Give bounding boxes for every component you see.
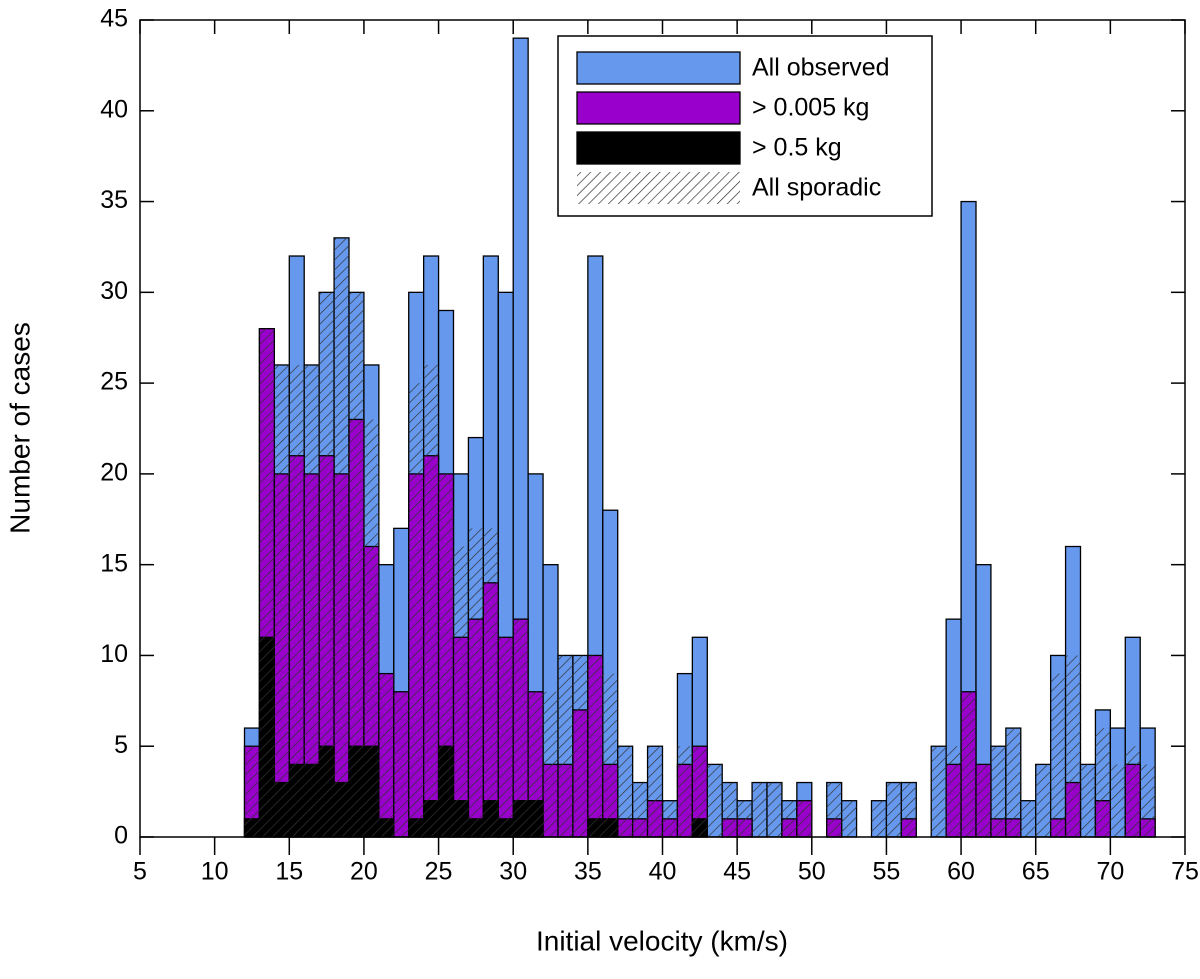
bar: [707, 764, 723, 837]
bar: [886, 782, 902, 837]
bar: [498, 637, 514, 837]
bar: [826, 782, 842, 837]
legend-swatch: [576, 91, 741, 125]
x-tick-label: 5: [133, 858, 147, 886]
bar: [1035, 764, 1051, 837]
bar: [1125, 746, 1141, 837]
bar: [781, 800, 797, 837]
x-tick-label: 60: [947, 858, 975, 886]
x-tick-label: 45: [723, 858, 751, 886]
legend-label: > 0.5 kg: [752, 134, 842, 162]
bar: [468, 528, 484, 837]
bar: [931, 746, 947, 837]
bar: [438, 473, 454, 837]
bar: [1065, 655, 1081, 837]
bar: [334, 237, 349, 837]
x-tick-label: 70: [1096, 858, 1124, 886]
bar: [722, 782, 738, 837]
bar: [244, 746, 260, 837]
x-tick-label: 20: [350, 858, 378, 886]
y-tick-label: 5: [114, 731, 128, 759]
bar: [304, 364, 320, 837]
bar: [632, 782, 648, 837]
x-tick-label: 40: [649, 858, 677, 886]
bar: [662, 800, 678, 837]
y-tick-label: 10: [100, 640, 128, 668]
bar: [752, 782, 767, 837]
bar: [363, 419, 379, 837]
x-tick-label: 75: [1171, 858, 1199, 886]
x-tick-label: 25: [425, 858, 453, 886]
bar: [871, 800, 887, 837]
bar: [767, 782, 782, 837]
bar: [602, 673, 618, 837]
bar: [483, 528, 499, 837]
bar: [1110, 764, 1126, 837]
x-tick-label: 10: [201, 858, 229, 886]
y-tick-label: 15: [100, 549, 128, 577]
y-tick-label: 0: [114, 822, 128, 850]
bar: [692, 746, 708, 837]
bar: [617, 746, 633, 837]
bar: [274, 364, 290, 837]
x-tick-label: 55: [873, 858, 901, 886]
bar: [393, 691, 409, 837]
bar: [990, 746, 1006, 837]
bar: [543, 691, 558, 837]
x-tick-label: 15: [275, 858, 303, 886]
legend-label: > 0.005 kg: [752, 94, 869, 122]
bar: [423, 364, 439, 837]
bar: [453, 546, 469, 837]
bar: [572, 655, 588, 837]
x-tick-label: 30: [499, 858, 527, 886]
bar: [528, 691, 544, 837]
legend-swatch: [576, 51, 741, 85]
bar: [1020, 800, 1036, 837]
bar: [961, 691, 976, 837]
bar: [1140, 764, 1156, 837]
bar: [677, 746, 693, 837]
bar: [901, 782, 917, 837]
legend: All observed > 0.005 kg > 0.5 kg All sporad…: [557, 35, 933, 217]
x-tick-label: 50: [798, 858, 826, 886]
y-tick-label: 20: [100, 458, 128, 486]
bar: [976, 764, 991, 837]
bar: [587, 655, 603, 837]
bar: [841, 800, 857, 837]
bar: [349, 292, 364, 837]
bar: [1050, 673, 1066, 837]
bar: [946, 746, 962, 837]
bar: [1080, 764, 1096, 837]
bar: [1005, 728, 1021, 837]
y-axis-title: Number of cases: [4, 322, 35, 534]
bar: [737, 800, 753, 837]
bar: [647, 746, 663, 837]
x-tick-label: 35: [574, 858, 602, 886]
bar: [378, 673, 394, 837]
bar: [558, 655, 573, 837]
y-tick-label: 30: [100, 277, 128, 305]
y-tick-label: 35: [100, 186, 128, 214]
y-tick-label: 25: [100, 368, 128, 396]
legend-swatch: [577, 172, 740, 204]
bar: [319, 292, 335, 837]
x-axis-title: Initial velocity (km/s): [536, 925, 788, 956]
legend-label: All observed: [752, 54, 890, 82]
x-tick-label: 65: [1022, 858, 1050, 886]
bar: [289, 364, 305, 837]
bar: [408, 383, 424, 837]
bar: [1095, 728, 1111, 837]
bar: [796, 800, 812, 837]
bar: [513, 619, 529, 837]
y-tick-label: 40: [100, 95, 128, 123]
bar: [259, 328, 275, 837]
legend-label: All sporadic: [752, 174, 881, 202]
legend-swatch: [576, 131, 741, 165]
y-tick-label: 45: [100, 5, 128, 33]
